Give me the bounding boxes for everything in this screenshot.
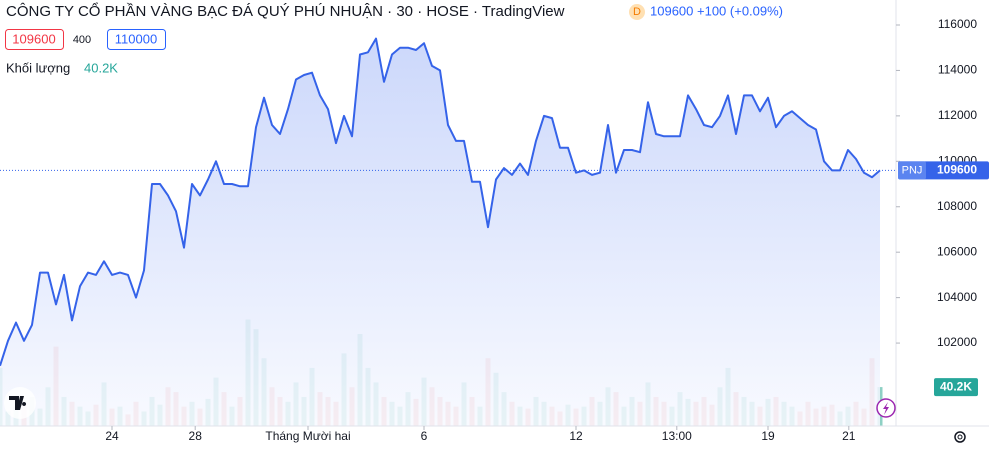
interval-badge: D (633, 6, 641, 18)
gear-center (957, 434, 963, 440)
y-tick-label: 102000 (937, 335, 977, 349)
price-tag-symbol: PNJ (902, 164, 923, 176)
price-tag-value: 109600 (937, 163, 977, 177)
gear (954, 431, 966, 443)
y-tick-label: 106000 (937, 244, 977, 258)
y-tick-label: 114000 (938, 63, 977, 77)
chart-title: CÔNG TY CỔ PHẦN VÀNG BẠC ĐÁ QUÝ PHÚ NHUẬ… (6, 2, 565, 20)
x-tick-label: 12 (569, 429, 583, 443)
y-tick-label: 108000 (937, 199, 977, 213)
volume-legend-value: 40.2K (84, 60, 118, 75)
volume-legend: Khối lượng (6, 60, 70, 75)
volume-tag (934, 378, 978, 397)
logo (9, 396, 27, 410)
area (0, 38, 880, 426)
bid-price: 109600 (12, 31, 55, 46)
ask-price: 110000 (115, 31, 157, 46)
y-tick-label: 112000 (938, 108, 977, 122)
y-tick-label: 116000 (938, 17, 977, 31)
lightning-button[interactable] (876, 398, 896, 418)
price-change: +100 (+0.09%) (697, 3, 783, 18)
volume-tag-value: 40.2K (940, 379, 972, 393)
x-tick-label: 6 (421, 429, 428, 443)
x-tick-label: 24 (105, 429, 119, 443)
x-tick-label: 21 (842, 429, 856, 443)
line (0, 37, 881, 367)
x-tick-label: 13:00 (662, 429, 692, 443)
lightning-icon (883, 402, 889, 415)
x-tick-label: Tháng Mười hai (265, 429, 350, 443)
settings-gear[interactable] (954, 431, 966, 443)
ask-box[interactable] (107, 29, 166, 50)
plot-area (0, 37, 896, 426)
y-tick-label: 104000 (937, 290, 977, 304)
spread: 400 (73, 34, 91, 46)
x-tick-label: 19 (761, 429, 775, 443)
tv-logo[interactable] (4, 387, 36, 419)
bid-box[interactable] (5, 29, 64, 50)
x-tick-label: 28 (189, 429, 203, 443)
badge-dot (629, 4, 645, 20)
last-price: 109600 (650, 3, 693, 18)
price-tag-symbol-bg (898, 161, 926, 180)
